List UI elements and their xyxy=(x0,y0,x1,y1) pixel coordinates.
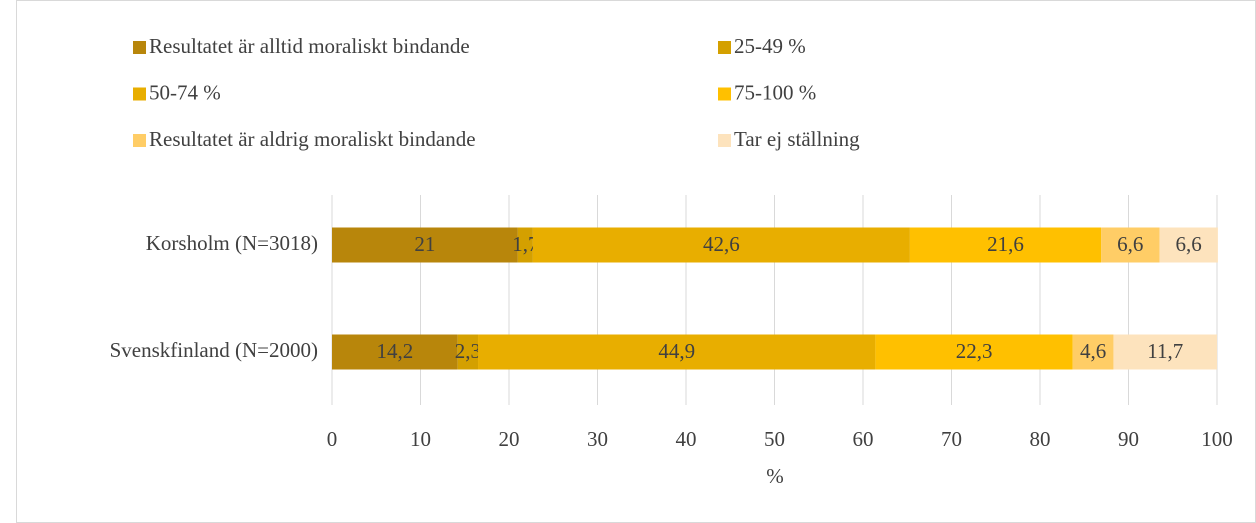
legend-label: Resultatet är alltid moraliskt bindande xyxy=(149,34,470,58)
data-label: 14,2 xyxy=(376,339,413,363)
data-label: 21 xyxy=(414,232,435,256)
legend-swatch xyxy=(718,41,731,54)
x-tick-label: 40 xyxy=(676,427,697,451)
data-label: 4,6 xyxy=(1080,339,1106,363)
legend-swatch xyxy=(133,41,146,54)
y-tick-label: Svenskfinland (N=2000) xyxy=(110,338,318,362)
bar-segment xyxy=(1101,227,1160,263)
bar-segment xyxy=(875,334,1073,370)
legend-swatch xyxy=(133,87,146,101)
x-tick-label: 30 xyxy=(587,427,608,451)
bar-segment xyxy=(478,334,876,370)
data-label: 42,6 xyxy=(703,232,740,256)
legend-label: Tar ej ställning xyxy=(734,127,860,151)
bar-segment xyxy=(457,334,479,370)
x-tick-label: 20 xyxy=(499,427,520,451)
x-tick-label: 0 xyxy=(327,427,338,451)
legend-label: Resultatet är aldrig moraliskt bindande xyxy=(149,127,476,151)
bar-segment xyxy=(909,227,1102,263)
bar-segment xyxy=(332,334,458,370)
data-label: 22,3 xyxy=(956,339,993,363)
bar-segment xyxy=(532,227,910,263)
data-label: 6,6 xyxy=(1176,232,1202,256)
bar-segment xyxy=(1072,334,1114,370)
x-axis-label: % xyxy=(766,464,784,488)
legend-swatch xyxy=(133,134,146,147)
x-tick-label: 90 xyxy=(1118,427,1139,451)
legend-swatch xyxy=(718,87,731,101)
bar-segment xyxy=(1113,334,1217,370)
y-tick-label: Korsholm (N=3018) xyxy=(146,231,318,255)
x-tick-label: 70 xyxy=(941,427,962,451)
data-label: 6,6 xyxy=(1117,232,1143,256)
x-tick-label: 80 xyxy=(1030,427,1051,451)
data-label: 44,9 xyxy=(658,339,695,363)
legend-label: 75-100 % xyxy=(734,80,816,104)
data-label: 2,3 xyxy=(455,339,481,363)
bar-segment xyxy=(1159,227,1218,263)
bar-segment xyxy=(332,227,518,263)
x-tick-label: 10 xyxy=(410,427,431,451)
legend-label: 25-49 % xyxy=(734,34,806,58)
bar-segment xyxy=(517,227,533,263)
x-tick-label: 60 xyxy=(853,427,874,451)
data-label: 11,7 xyxy=(1147,339,1183,363)
x-tick-label: 50 xyxy=(764,427,785,451)
legend-label: 50-74 % xyxy=(149,80,221,104)
legend-swatch xyxy=(718,134,731,147)
x-tick-label: 100 xyxy=(1201,427,1233,451)
data-label: 21,6 xyxy=(987,232,1024,256)
